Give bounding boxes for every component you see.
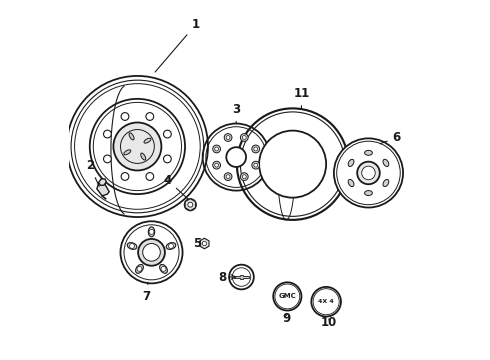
- Circle shape: [362, 166, 375, 180]
- Polygon shape: [185, 199, 196, 211]
- Ellipse shape: [365, 190, 372, 195]
- Text: 4: 4: [163, 174, 188, 199]
- Circle shape: [213, 145, 220, 153]
- Circle shape: [243, 136, 246, 139]
- Circle shape: [311, 287, 341, 316]
- Circle shape: [254, 147, 258, 151]
- Circle shape: [273, 282, 301, 311]
- Text: 3: 3: [232, 103, 240, 123]
- Polygon shape: [234, 275, 248, 279]
- Circle shape: [254, 163, 258, 167]
- Polygon shape: [200, 238, 209, 249]
- Ellipse shape: [141, 153, 146, 160]
- Circle shape: [252, 161, 260, 169]
- Ellipse shape: [160, 265, 168, 273]
- Ellipse shape: [124, 150, 131, 155]
- Circle shape: [224, 134, 232, 141]
- Circle shape: [334, 138, 403, 207]
- Circle shape: [103, 155, 111, 163]
- Circle shape: [229, 265, 254, 289]
- Text: 7: 7: [142, 282, 150, 303]
- Circle shape: [243, 175, 246, 179]
- Circle shape: [138, 239, 165, 266]
- Text: GMC: GMC: [278, 293, 296, 300]
- Circle shape: [259, 131, 326, 198]
- Circle shape: [143, 243, 160, 261]
- Text: 2: 2: [86, 159, 99, 186]
- Circle shape: [184, 199, 196, 211]
- Text: 11: 11: [294, 87, 310, 108]
- Text: 5: 5: [193, 237, 201, 250]
- Circle shape: [121, 221, 183, 283]
- Circle shape: [67, 76, 208, 217]
- Circle shape: [146, 172, 154, 180]
- Ellipse shape: [166, 243, 176, 249]
- Circle shape: [103, 130, 111, 138]
- Ellipse shape: [129, 133, 134, 140]
- Ellipse shape: [136, 265, 144, 273]
- Ellipse shape: [365, 150, 372, 155]
- Circle shape: [226, 147, 246, 167]
- Circle shape: [113, 122, 161, 171]
- Circle shape: [202, 242, 207, 246]
- Circle shape: [149, 229, 154, 234]
- Circle shape: [215, 147, 219, 151]
- Circle shape: [226, 136, 230, 139]
- Circle shape: [169, 243, 173, 248]
- Circle shape: [129, 243, 135, 248]
- Text: 1: 1: [155, 18, 199, 72]
- Circle shape: [215, 163, 219, 167]
- Circle shape: [357, 162, 380, 184]
- Ellipse shape: [383, 159, 389, 166]
- Circle shape: [146, 113, 154, 120]
- Circle shape: [137, 266, 142, 271]
- Ellipse shape: [348, 159, 354, 166]
- Circle shape: [252, 145, 260, 153]
- Text: 6: 6: [380, 131, 401, 144]
- Text: 4X 4: 4X 4: [318, 299, 334, 304]
- Ellipse shape: [148, 227, 155, 237]
- Circle shape: [241, 173, 248, 180]
- Circle shape: [226, 175, 230, 179]
- Text: 8: 8: [218, 270, 229, 284]
- Ellipse shape: [127, 243, 137, 249]
- Circle shape: [161, 266, 166, 271]
- Ellipse shape: [348, 179, 354, 186]
- Polygon shape: [97, 183, 109, 196]
- Circle shape: [187, 201, 194, 208]
- Circle shape: [164, 130, 171, 138]
- Circle shape: [121, 113, 129, 120]
- Circle shape: [121, 172, 129, 180]
- Ellipse shape: [144, 138, 151, 143]
- Text: 9: 9: [283, 312, 291, 325]
- Circle shape: [241, 134, 248, 141]
- Polygon shape: [98, 179, 106, 185]
- Ellipse shape: [383, 179, 389, 186]
- Circle shape: [224, 173, 232, 180]
- Circle shape: [164, 155, 171, 163]
- Circle shape: [203, 123, 270, 190]
- Circle shape: [237, 108, 348, 220]
- Circle shape: [213, 161, 220, 169]
- Circle shape: [188, 202, 193, 207]
- Text: 10: 10: [321, 316, 337, 329]
